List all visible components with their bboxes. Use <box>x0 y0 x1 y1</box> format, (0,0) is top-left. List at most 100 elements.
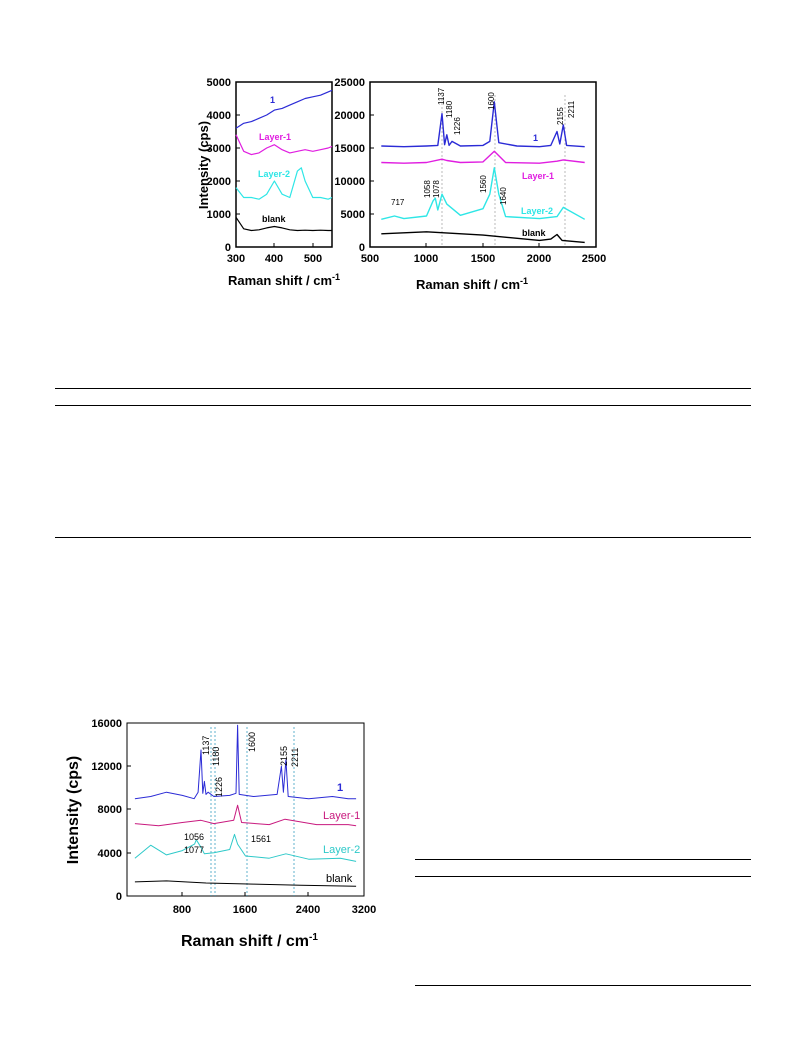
bottom-x-axis-label: Raman shift / cm-1 <box>181 932 318 950</box>
right-label-blank: blank <box>522 228 547 238</box>
bottom-y-axis-label: Intensity (cps) <box>65 756 82 864</box>
bottom-ytick: 8000 <box>98 804 122 816</box>
bottom-y-ticks: 0 4000 8000 12000 16000 <box>91 718 122 903</box>
series-line-1 <box>235 89 333 129</box>
peak-label: 1137 <box>201 736 211 755</box>
peak-label: 1077 <box>184 845 204 855</box>
series-line-layer-1 <box>134 804 357 827</box>
bottom-ytick: 4000 <box>98 848 122 860</box>
left-label-blank: blank <box>262 214 287 224</box>
series-line-layer-1 <box>235 134 333 156</box>
peak-label: 1180 <box>445 100 454 118</box>
peak-label: 2155 <box>279 746 289 766</box>
table-rule-top <box>55 388 751 389</box>
right-label-layer2: Layer-2 <box>521 206 553 216</box>
right-ytick: 5000 <box>341 209 365 221</box>
bottom-reference-lines <box>210 727 295 896</box>
left-xtick: 500 <box>304 253 322 265</box>
peak-label: 2155 <box>556 107 565 125</box>
series-line-blank <box>134 880 357 887</box>
bottom-ytick: 16000 <box>91 718 122 730</box>
series-line-layer-2 <box>235 167 333 200</box>
series-line-blank <box>235 216 332 232</box>
peak-label: 1226 <box>453 117 462 135</box>
left-label-layer2: Layer-2 <box>258 169 290 179</box>
series-line-layer-1 <box>381 150 585 164</box>
right-peak-labels: 1137 1180 1226 1600 2155 2211 717 1058 1… <box>391 87 576 207</box>
bottom-ytick: 0 <box>116 891 122 903</box>
right-xtick: 500 <box>361 253 379 265</box>
series-line-1 <box>381 101 585 148</box>
left-series-group <box>235 89 333 232</box>
left-ytick: 1000 <box>207 209 231 221</box>
bottom-tick-marks <box>127 765 309 896</box>
right-y-ticks: 0 5000 10000 15000 20000 25000 <box>334 77 365 254</box>
peak-label: 1058 <box>423 180 432 198</box>
right-xtick: 2500 <box>582 253 606 265</box>
bottom-xtick: 800 <box>173 904 191 916</box>
bottom-label-layer2: Layer-2 <box>323 844 360 856</box>
right-label-1: 1 <box>533 133 538 143</box>
peak-label: 2211 <box>567 100 576 118</box>
peak-label: 1600 <box>247 732 257 752</box>
bottom-panel: 0 4000 8000 12000 16000 800 1600 2400 32… <box>65 718 376 950</box>
table-rule-bottom <box>55 537 751 538</box>
right-ytick: 0 <box>359 242 365 254</box>
series-line-layer-2 <box>134 833 357 862</box>
right-xtick: 1000 <box>414 253 438 265</box>
peak-label: 1561 <box>251 834 271 844</box>
left-y-axis-label: Intensity (cps) <box>196 121 211 209</box>
peak-label: 1640 <box>499 187 508 205</box>
bottom-label-1: 1 <box>337 782 343 794</box>
bottom-plot-frame <box>126 722 365 897</box>
peak-label: 1600 <box>487 92 496 110</box>
series-line-blank <box>381 231 585 244</box>
right-ytick: 25000 <box>334 77 365 89</box>
table-rule-header <box>55 405 751 406</box>
bottom-xtick: 2400 <box>296 904 320 916</box>
table2-rule-top <box>415 859 751 860</box>
right-label-layer1: Layer-1 <box>522 171 554 181</box>
table2-rule-bottom <box>415 985 751 986</box>
left-ytick: 4000 <box>207 110 231 122</box>
bottom-label-blank: blank <box>326 873 353 885</box>
right-x-axis-label: Raman shift / cm-1 <box>416 276 528 292</box>
peak-label: 1056 <box>184 832 204 842</box>
peak-label: 1137 <box>437 87 446 105</box>
series-line-layer-2 <box>381 167 586 220</box>
left-tick-marks <box>236 114 314 247</box>
bottom-xtick: 3200 <box>352 904 376 916</box>
left-ytick: 0 <box>225 242 231 254</box>
left-label-layer1: Layer-1 <box>259 132 291 142</box>
right-x-ticks: 500 1000 1500 2000 2500 <box>361 253 606 265</box>
right-ytick: 20000 <box>334 110 365 122</box>
left-y-ticks: 0 1000 2000 3000 4000 5000 <box>207 77 231 254</box>
right-tick-marks <box>370 114 540 247</box>
left-ytick: 3000 <box>207 143 231 155</box>
left-x-ticks: 300 400 500 <box>227 253 322 265</box>
peak-label: 1078 <box>432 180 441 198</box>
left-plot-frame <box>235 81 333 248</box>
right-xtick: 2000 <box>527 253 551 265</box>
left-x-axis-label: Raman shift / cm-1 <box>228 272 340 288</box>
series-line-1 <box>134 724 357 800</box>
bottom-series-group <box>134 724 357 887</box>
peak-label: 2211 <box>290 748 300 767</box>
left-ytick: 2000 <box>207 176 231 188</box>
right-plot-frame <box>369 81 597 248</box>
peak-label: 1180 <box>211 747 221 766</box>
right-series-group <box>381 101 586 244</box>
right-ytick: 15000 <box>334 143 365 155</box>
peak-label: 717 <box>391 198 405 207</box>
left-ytick: 5000 <box>207 77 231 89</box>
left-series-labels: 1 Layer-1 Layer-2 blank <box>258 95 291 224</box>
peak-label: 1560 <box>479 175 488 193</box>
bottom-label-layer1: Layer-1 <box>323 810 360 822</box>
right-ytick: 10000 <box>334 176 365 188</box>
top-figure: 0 1000 2000 3000 4000 5000 300 400 500 I… <box>196 77 606 292</box>
right-series-labels: 1 Layer-1 Layer-2 blank <box>521 133 554 238</box>
bottom-ytick: 12000 <box>91 761 122 773</box>
bottom-xtick: 1600 <box>233 904 257 916</box>
left-panel: 0 1000 2000 3000 4000 5000 300 400 500 I… <box>196 77 340 288</box>
bottom-x-ticks: 800 1600 2400 3200 <box>173 904 376 916</box>
